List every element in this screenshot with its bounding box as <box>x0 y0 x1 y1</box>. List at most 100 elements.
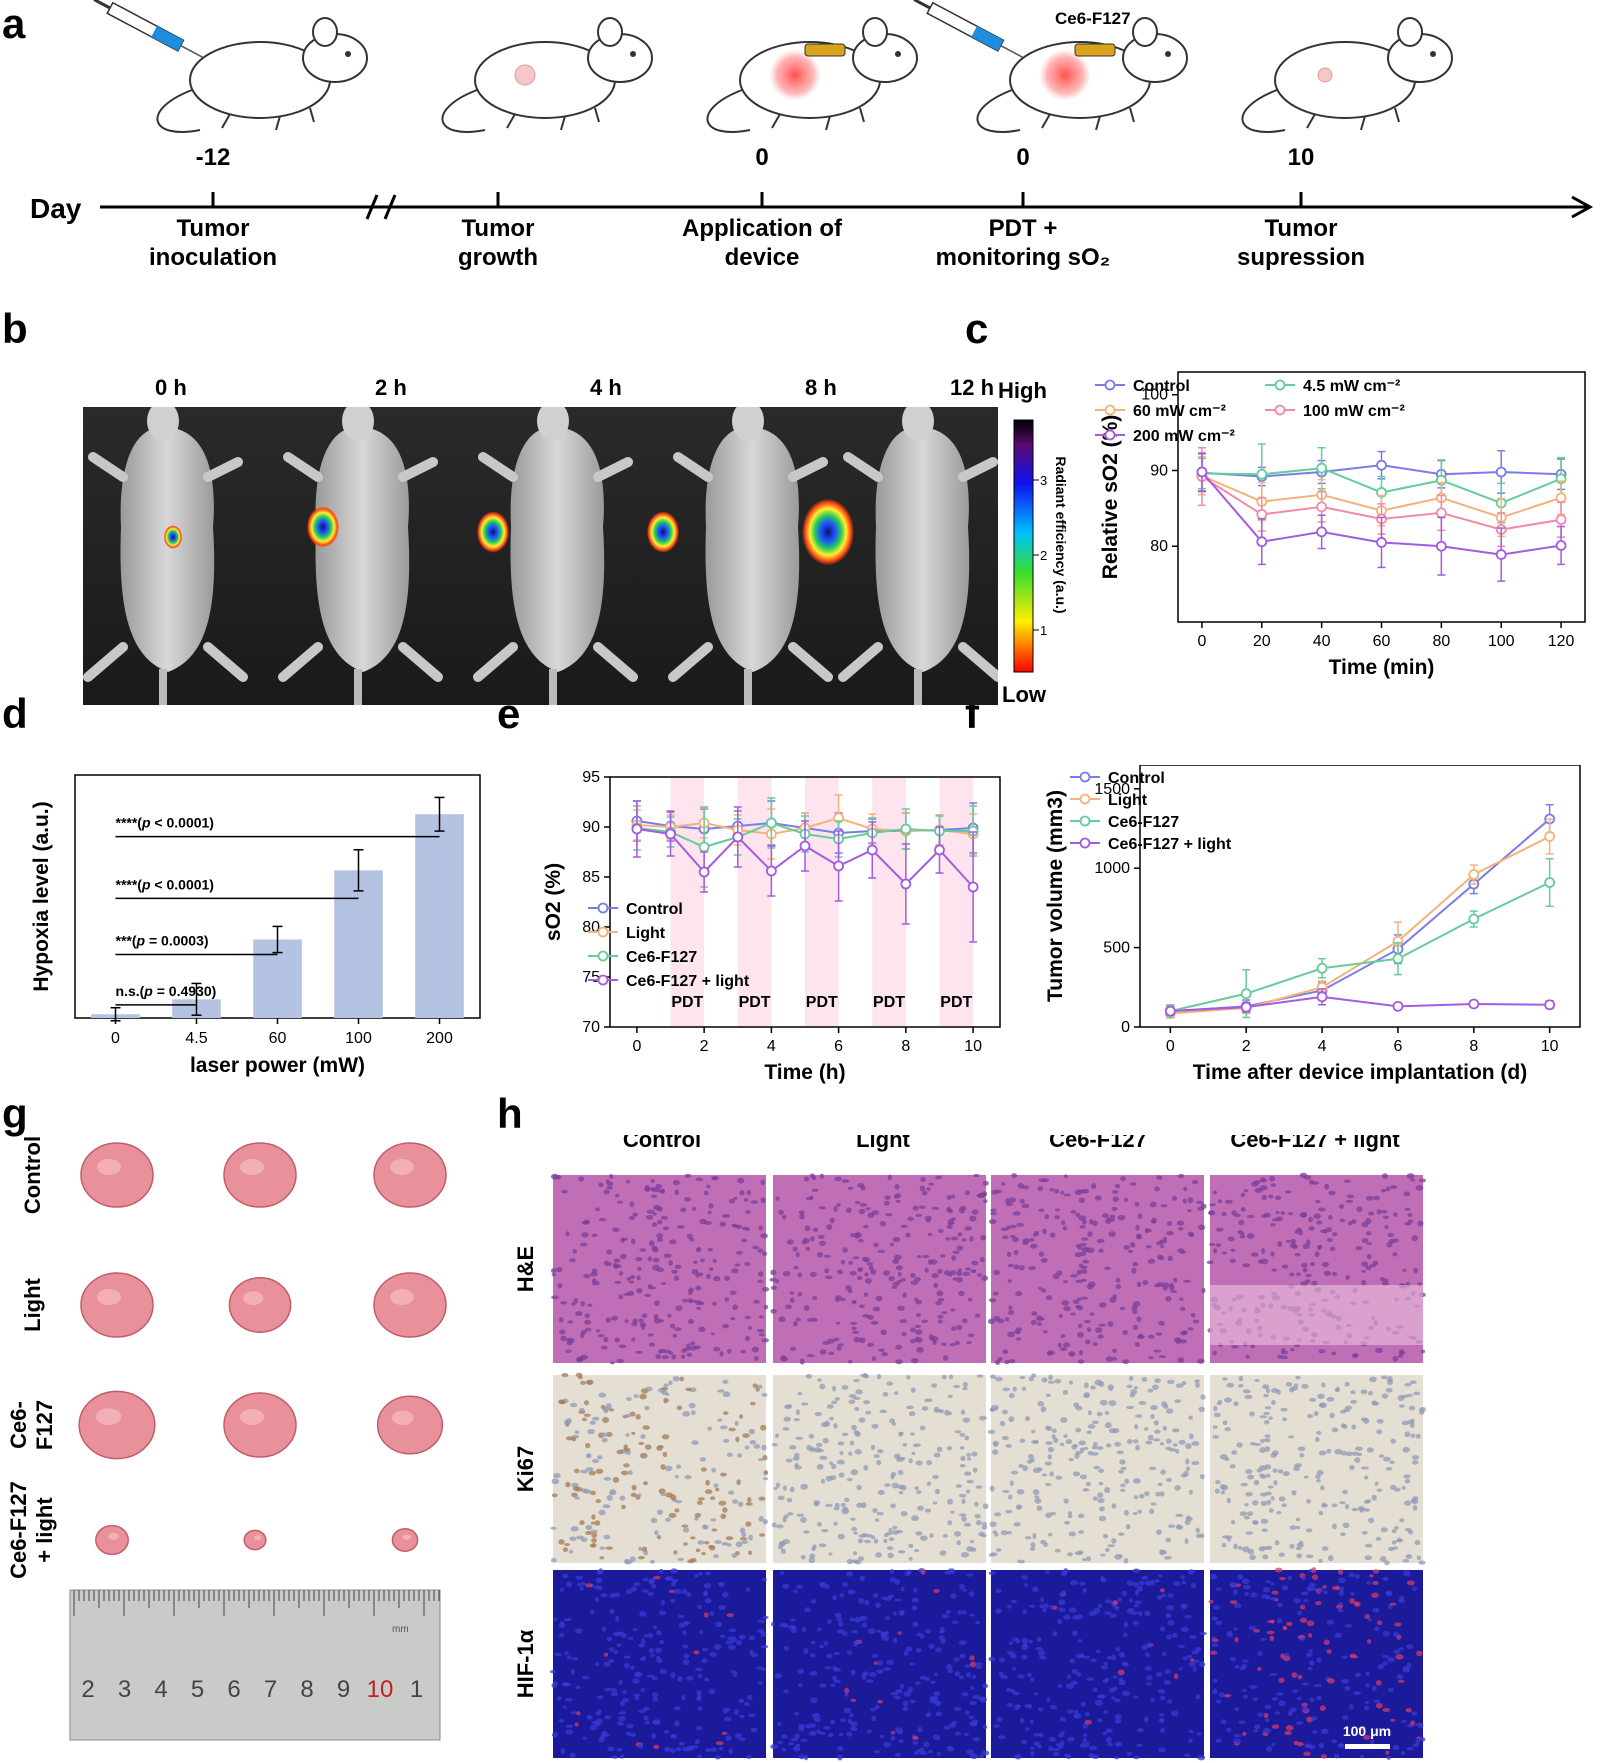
bar <box>334 870 383 1018</box>
mouse-illustration <box>441 17 653 133</box>
legend-label: 200 mW cm⁻² <box>1133 428 1235 445</box>
tumor-specimen <box>373 1142 447 1208</box>
data-point <box>1316 962 1328 974</box>
panel-label-d: d <box>2 690 28 737</box>
data-point <box>698 841 710 853</box>
histology-panel: Control Light Ce6-F127 Ce6-F127 + light H&E K… <box>513 1135 1427 1761</box>
bar <box>415 814 464 1018</box>
tumor-group-label: Light <box>20 1277 45 1331</box>
tumor-specimen <box>80 1142 154 1208</box>
data-point <box>1256 536 1268 548</box>
x-tick-label: 10 <box>1541 1038 1559 1055</box>
y-tick-label: 75 <box>582 969 600 986</box>
histology-image <box>770 1568 990 1761</box>
ruler-number: 2 <box>81 1676 94 1703</box>
x-tick-label: 4 <box>1318 1038 1327 1055</box>
scale-tick-label: 2 <box>1040 548 1047 563</box>
data-point <box>698 866 710 878</box>
histology-image <box>1206 1172 1427 1363</box>
histology-row-label: Ki67 <box>513 1446 538 1492</box>
x-tick-label: 100 <box>1488 633 1515 650</box>
time-label: 4 h <box>590 375 622 400</box>
imaging-mouse <box>473 407 638 705</box>
data-point <box>1468 869 1480 880</box>
data-point <box>900 823 912 835</box>
data-point <box>900 878 912 890</box>
panel-label-h: h <box>497 1090 523 1137</box>
tumor-specimen <box>243 1529 267 1551</box>
y-axis-label: Relative sO2 (%) <box>1099 415 1122 580</box>
time-label: 8 h <box>805 375 837 400</box>
x-tick-label: 40 <box>1313 633 1331 650</box>
timeline-day: -12 <box>196 144 231 171</box>
mouse-illustration <box>706 17 918 133</box>
data-point <box>1555 514 1567 526</box>
legend-label: Control <box>626 901 683 918</box>
x-tick-label: 6 <box>1393 1038 1402 1055</box>
data-point <box>866 844 878 856</box>
x-tick-label: 2 <box>1242 1038 1251 1055</box>
tumor-signal <box>163 525 183 549</box>
timeline-event-label: growth <box>458 244 538 271</box>
chart-c: 0 20 40 60 80 100 120 80 90 100 Time (min) Relative… <box>1095 371 1586 679</box>
timeline-event-label: Tumor <box>177 215 250 242</box>
pdt-shade <box>872 777 906 1027</box>
tumor-specimen <box>80 1272 154 1338</box>
histology-image <box>1210 1375 1426 1566</box>
panel-label-g: g <box>2 1090 28 1137</box>
series-line <box>1170 995 1550 1013</box>
data-point <box>1392 953 1404 965</box>
chart-f: 0 2 4 6 8 10 0 500 1000 1500 Time after device imp… <box>1044 765 1581 1084</box>
y-tick-label: 90 <box>1150 462 1168 479</box>
tumor-specimen <box>223 1142 297 1208</box>
pdt-label: PDT <box>940 994 972 1011</box>
x-tick-label: 60 <box>1373 633 1391 650</box>
legend-label: Light <box>626 925 666 942</box>
significance-label: ****(p < 0.0001) <box>116 815 214 831</box>
tumor-group-label: Control <box>20 1136 45 1214</box>
imaging-mouse <box>646 407 833 705</box>
legend-label: Ce6-F127 <box>1108 814 1179 831</box>
x-tick-label: 0 <box>1166 1038 1175 1055</box>
data-point <box>799 840 811 852</box>
data-point <box>665 828 676 840</box>
ruler-number: 10 <box>367 1676 394 1703</box>
ruler-number: 1 <box>410 1676 423 1703</box>
legend-label: 4.5 mW cm⁻² <box>1303 378 1400 395</box>
data-point <box>833 860 845 872</box>
ruler-number: 6 <box>227 1676 240 1703</box>
scale-high-label: High <box>998 380 1047 403</box>
timeline-event-label: inoculation <box>149 244 277 271</box>
x-axis-label: laser power (mW) <box>190 1054 365 1077</box>
x-tick-label: 80 <box>1432 633 1450 650</box>
y-tick-label: 80 <box>582 919 600 936</box>
timeline-day: 0 <box>1016 144 1029 171</box>
data-point <box>1495 549 1507 560</box>
syringe-icon <box>93 0 204 58</box>
y-tick-label: 95 <box>582 769 600 786</box>
data-point <box>1196 466 1208 478</box>
tumor-specimen <box>373 1272 447 1338</box>
injection-label: Ce6-F127 <box>1055 9 1131 28</box>
histology-image <box>550 1173 770 1365</box>
legend-marker <box>1079 815 1091 827</box>
data-point <box>1256 468 1268 480</box>
data-point <box>1544 831 1556 842</box>
imaging-time-labels: 0 h 2 h 4 h 8 h 12 h <box>80 375 1000 405</box>
timeline-day: 10 <box>1288 144 1315 171</box>
histology-column-label: Ce6-F127 + light <box>1230 1135 1400 1152</box>
tumor-specimen <box>95 1524 129 1556</box>
histology-image <box>550 1372 769 1565</box>
tumor-signal <box>476 511 510 553</box>
data-point <box>1495 466 1507 478</box>
legend-marker <box>1079 771 1091 783</box>
panel-label-c: c <box>965 305 989 352</box>
panel-label-a: a <box>2 0 26 47</box>
histology-image <box>1208 1567 1426 1760</box>
y-tick-label: 1000 <box>1094 860 1130 877</box>
scale-low-label: Low <box>1002 682 1047 707</box>
timeline-event-label: PDT + <box>989 215 1058 242</box>
data-point <box>1555 492 1567 504</box>
significance-label: ****(p < 0.0001) <box>116 876 214 892</box>
data-point <box>967 881 979 893</box>
